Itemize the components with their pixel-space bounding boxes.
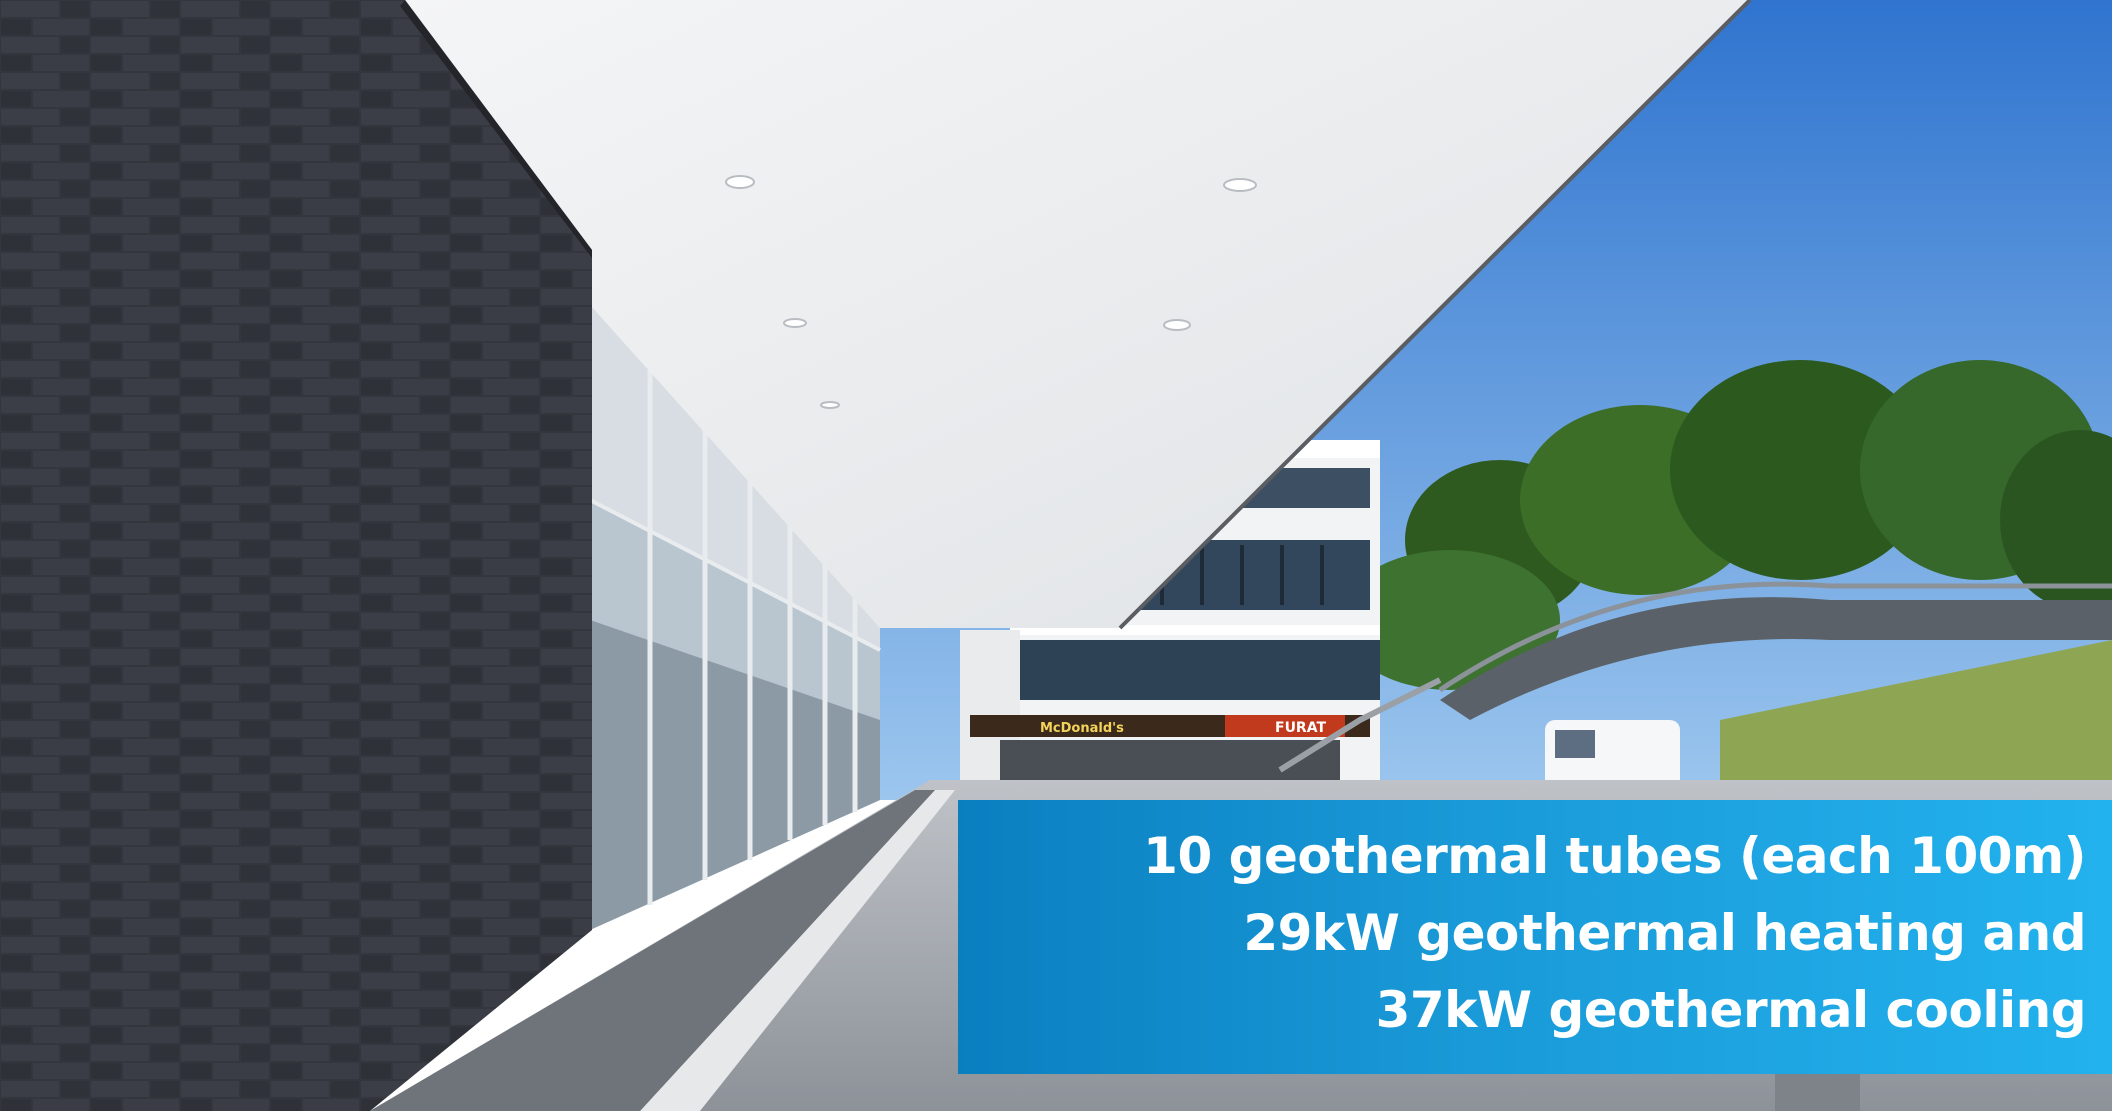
restaurant-sign: McDonald's: [1040, 721, 1124, 736]
brick-wall: [0, 0, 592, 1111]
caption-line-3: 37kW geothermal cooling: [1375, 981, 2087, 1039]
trees: [1340, 360, 2112, 690]
shop-sign: FURAT: [1275, 720, 1326, 736]
glass-storefront: [589, 305, 881, 930]
footbridge: [1278, 581, 2112, 773]
canopy-soffit: [405, 0, 1750, 628]
grass-slope: [1720, 640, 2112, 800]
ceiling-lights: [725, 175, 1257, 409]
caption-line-2: 29kW geothermal heating and: [1243, 904, 2086, 962]
tactile-strip: [640, 790, 955, 1111]
dark-paving: [370, 790, 935, 1111]
caption-line-1: 10 geothermal tubes (each 100m): [1143, 827, 2086, 885]
pillar: [1775, 1070, 1860, 1111]
caption-panel: 10 geothermal tubes (each 100m) 29kW geo…: [958, 800, 2112, 1074]
